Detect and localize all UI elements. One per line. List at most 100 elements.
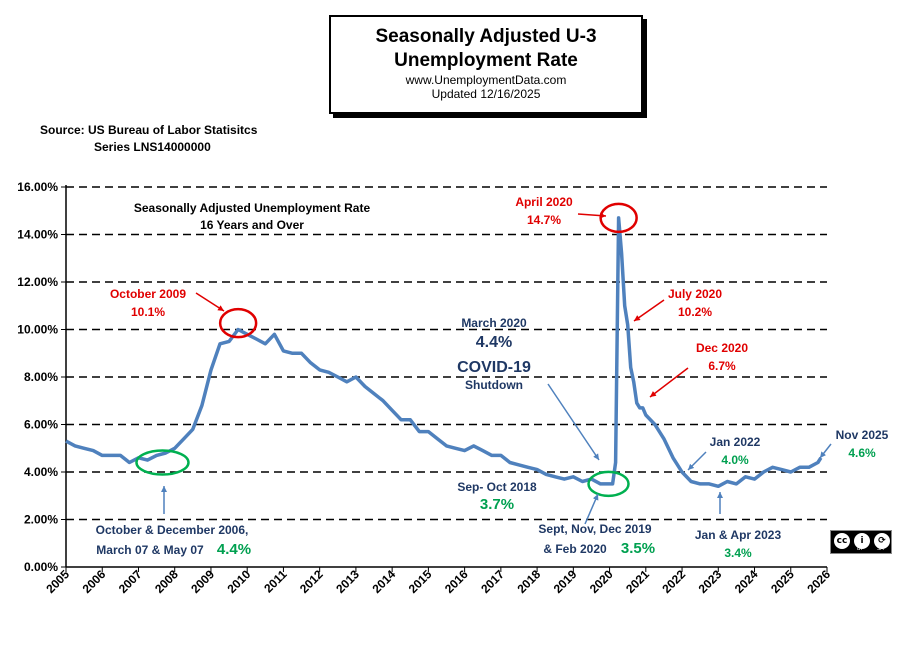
annotation-label: Sep- Oct 2018: [457, 480, 537, 494]
annotation-markers: [135, 202, 638, 498]
website-link[interactable]: www.UnemploymentData.com: [405, 73, 567, 87]
gridlines: [66, 186, 827, 521]
annotation-value: 4.6%: [848, 446, 876, 460]
x-tick-label: 2010: [225, 567, 254, 596]
green-circle-marker: [135, 449, 190, 476]
annotation-10: Jan & Apr 2023 3.4%: [695, 492, 782, 560]
x-tick-label: 2024: [732, 567, 761, 596]
title-box: Seasonally Adjusted U-3 Unemployment Rat…: [329, 15, 643, 114]
x-tick-label: 2020: [587, 567, 616, 596]
sa-caption: SA: [877, 546, 884, 552]
annotation-arrow: [687, 451, 707, 471]
annotation-value: 4.4%: [217, 541, 251, 558]
x-tick-label: 2021: [623, 567, 652, 596]
annotation-arrow: [195, 292, 225, 312]
y-tick-label: 16.00%: [17, 180, 58, 194]
unemployment-rate-line: [65, 216, 823, 489]
annotation-6: Nov 2025 4.6%: [819, 428, 889, 460]
annotation-8: October & December 2006, March 07 & May 0…: [96, 486, 251, 558]
annotation-arrow: [584, 493, 599, 525]
y-tick-label: 0.00%: [24, 560, 58, 574]
annotation-5: Jan 2022 4.0%: [687, 435, 761, 471]
annotation-7: Sep- Oct 2018 3.7%: [457, 480, 537, 513]
x-tick-label: 2018: [514, 567, 543, 596]
creative-commons-badge[interactable]: cc i ⟳ BY SA: [830, 530, 892, 554]
annotation-label: COVID-19: [457, 359, 531, 376]
x-tick-label: 2026: [804, 567, 833, 596]
annotation-0: April 2020 14.7%: [515, 195, 607, 227]
annotation-value: 10.1%: [131, 305, 165, 319]
annotation-value: 3.4%: [724, 546, 752, 560]
x-tick-label: 2013: [333, 567, 362, 596]
x-tick-labels: 2005 2006 2007 2008 2009 2010 2011 2012 2013 2014…: [43, 567, 833, 596]
cc-icon: cc: [834, 533, 850, 549]
title-line-1: Seasonally Adjusted U-3: [375, 26, 597, 47]
x-tick-label: 2016: [442, 567, 471, 596]
chart-inner-subtitle: 16 Years and Over: [200, 218, 304, 232]
annotation-label: Dec 2020: [696, 341, 748, 355]
annotation-3: Dec 2020 6.7%: [649, 341, 748, 398]
y-tick-label: 4.00%: [24, 465, 58, 479]
y-tick-label: 6.00%: [24, 418, 58, 432]
x-tick-label: 2009: [188, 567, 217, 596]
red-circle-marker: [218, 307, 258, 339]
x-tick-label: 2014: [369, 567, 398, 596]
updated-date: Updated 12/16/2025: [431, 87, 541, 101]
annotation-label: March 07 & May 07: [96, 543, 204, 557]
annotation-value: 4.4%: [476, 334, 512, 351]
y-tick-label: 8.00%: [24, 370, 58, 384]
annotation-label: April 2020: [515, 195, 573, 209]
annotation-1: October 2009 10.1%: [110, 287, 225, 319]
annotation-arrow: [577, 212, 607, 219]
annotation-value: 3.5%: [621, 540, 655, 557]
annotation-value: 4.0%: [721, 453, 749, 467]
annotation-label: Sept, Nov, Dec 2019: [538, 522, 651, 536]
annotation-label: Jan 2022: [710, 435, 761, 449]
x-tick-label: 2015: [406, 567, 435, 596]
source-note: Source: US Bureau of Labor Statisitcs Se…: [40, 122, 257, 156]
annotation-arrow: [649, 367, 689, 398]
y-tick-labels: 0.00% 2.00% 4.00% 6.00% 8.00% 10.00% 12.00% 14.…: [17, 180, 58, 574]
annotation-label: Jan & Apr 2023: [695, 528, 782, 542]
x-tick-label: 2006: [80, 567, 109, 596]
axes: [61, 185, 828, 572]
annotation-label: October & December 2006,: [96, 523, 249, 537]
annotation-arrow: [547, 383, 600, 461]
by-caption: BY: [857, 546, 864, 552]
y-tick-label: 10.00%: [17, 323, 58, 337]
sa-icon: ⟳: [874, 533, 890, 549]
annotation-value: 6.7%: [708, 359, 736, 373]
source-line: Source: US Bureau of Labor Statisitcs: [40, 123, 258, 137]
annotation-2: July 2020 10.2%: [633, 287, 722, 322]
by-icon: i: [854, 533, 870, 549]
annotation-label: Nov 2025: [836, 428, 889, 442]
annotations: April 2020 14.7% October 2009 10.1% July 202…: [96, 195, 889, 560]
chart-inner-title: Seasonally Adjusted Unemployment Rate: [134, 201, 371, 215]
annotation-label: & Feb 2020: [543, 542, 607, 556]
y-tick-label: 14.00%: [17, 228, 58, 242]
annotation-4: March 2020 4.4% COVID-19 Shutdown: [457, 316, 600, 461]
y-tick-label: 2.00%: [24, 513, 58, 527]
x-tick-label: 2007: [116, 567, 145, 596]
title-line-2: Unemployment Rate: [394, 50, 578, 71]
y-tick-label: 12.00%: [17, 275, 58, 289]
annotation-label: Shutdown: [465, 378, 523, 392]
annotation-label: July 2020: [668, 287, 722, 301]
x-tick-label: 2023: [696, 567, 725, 596]
annotation-9: Sept, Nov, Dec 2019 & Feb 2020 3.5%: [538, 493, 655, 557]
x-tick-label: 2019: [551, 567, 580, 596]
annotation-value: 10.2%: [678, 305, 712, 319]
series-id: Series LNS14000000: [94, 140, 211, 154]
annotation-label: October 2009: [110, 287, 186, 301]
x-tick-label: 2025: [768, 567, 797, 596]
annotation-arrow: [633, 299, 665, 322]
annotation-arrow: [819, 443, 832, 459]
x-tick-label: 2022: [659, 567, 688, 596]
x-tick-label: 2017: [478, 567, 507, 596]
annotation-label: March 2020: [461, 316, 527, 330]
x-tick-label: 2011: [261, 567, 290, 596]
annotation-value: 14.7%: [527, 213, 561, 227]
x-tick-label: 2012: [297, 567, 326, 596]
green-circle-marker: [587, 470, 630, 498]
